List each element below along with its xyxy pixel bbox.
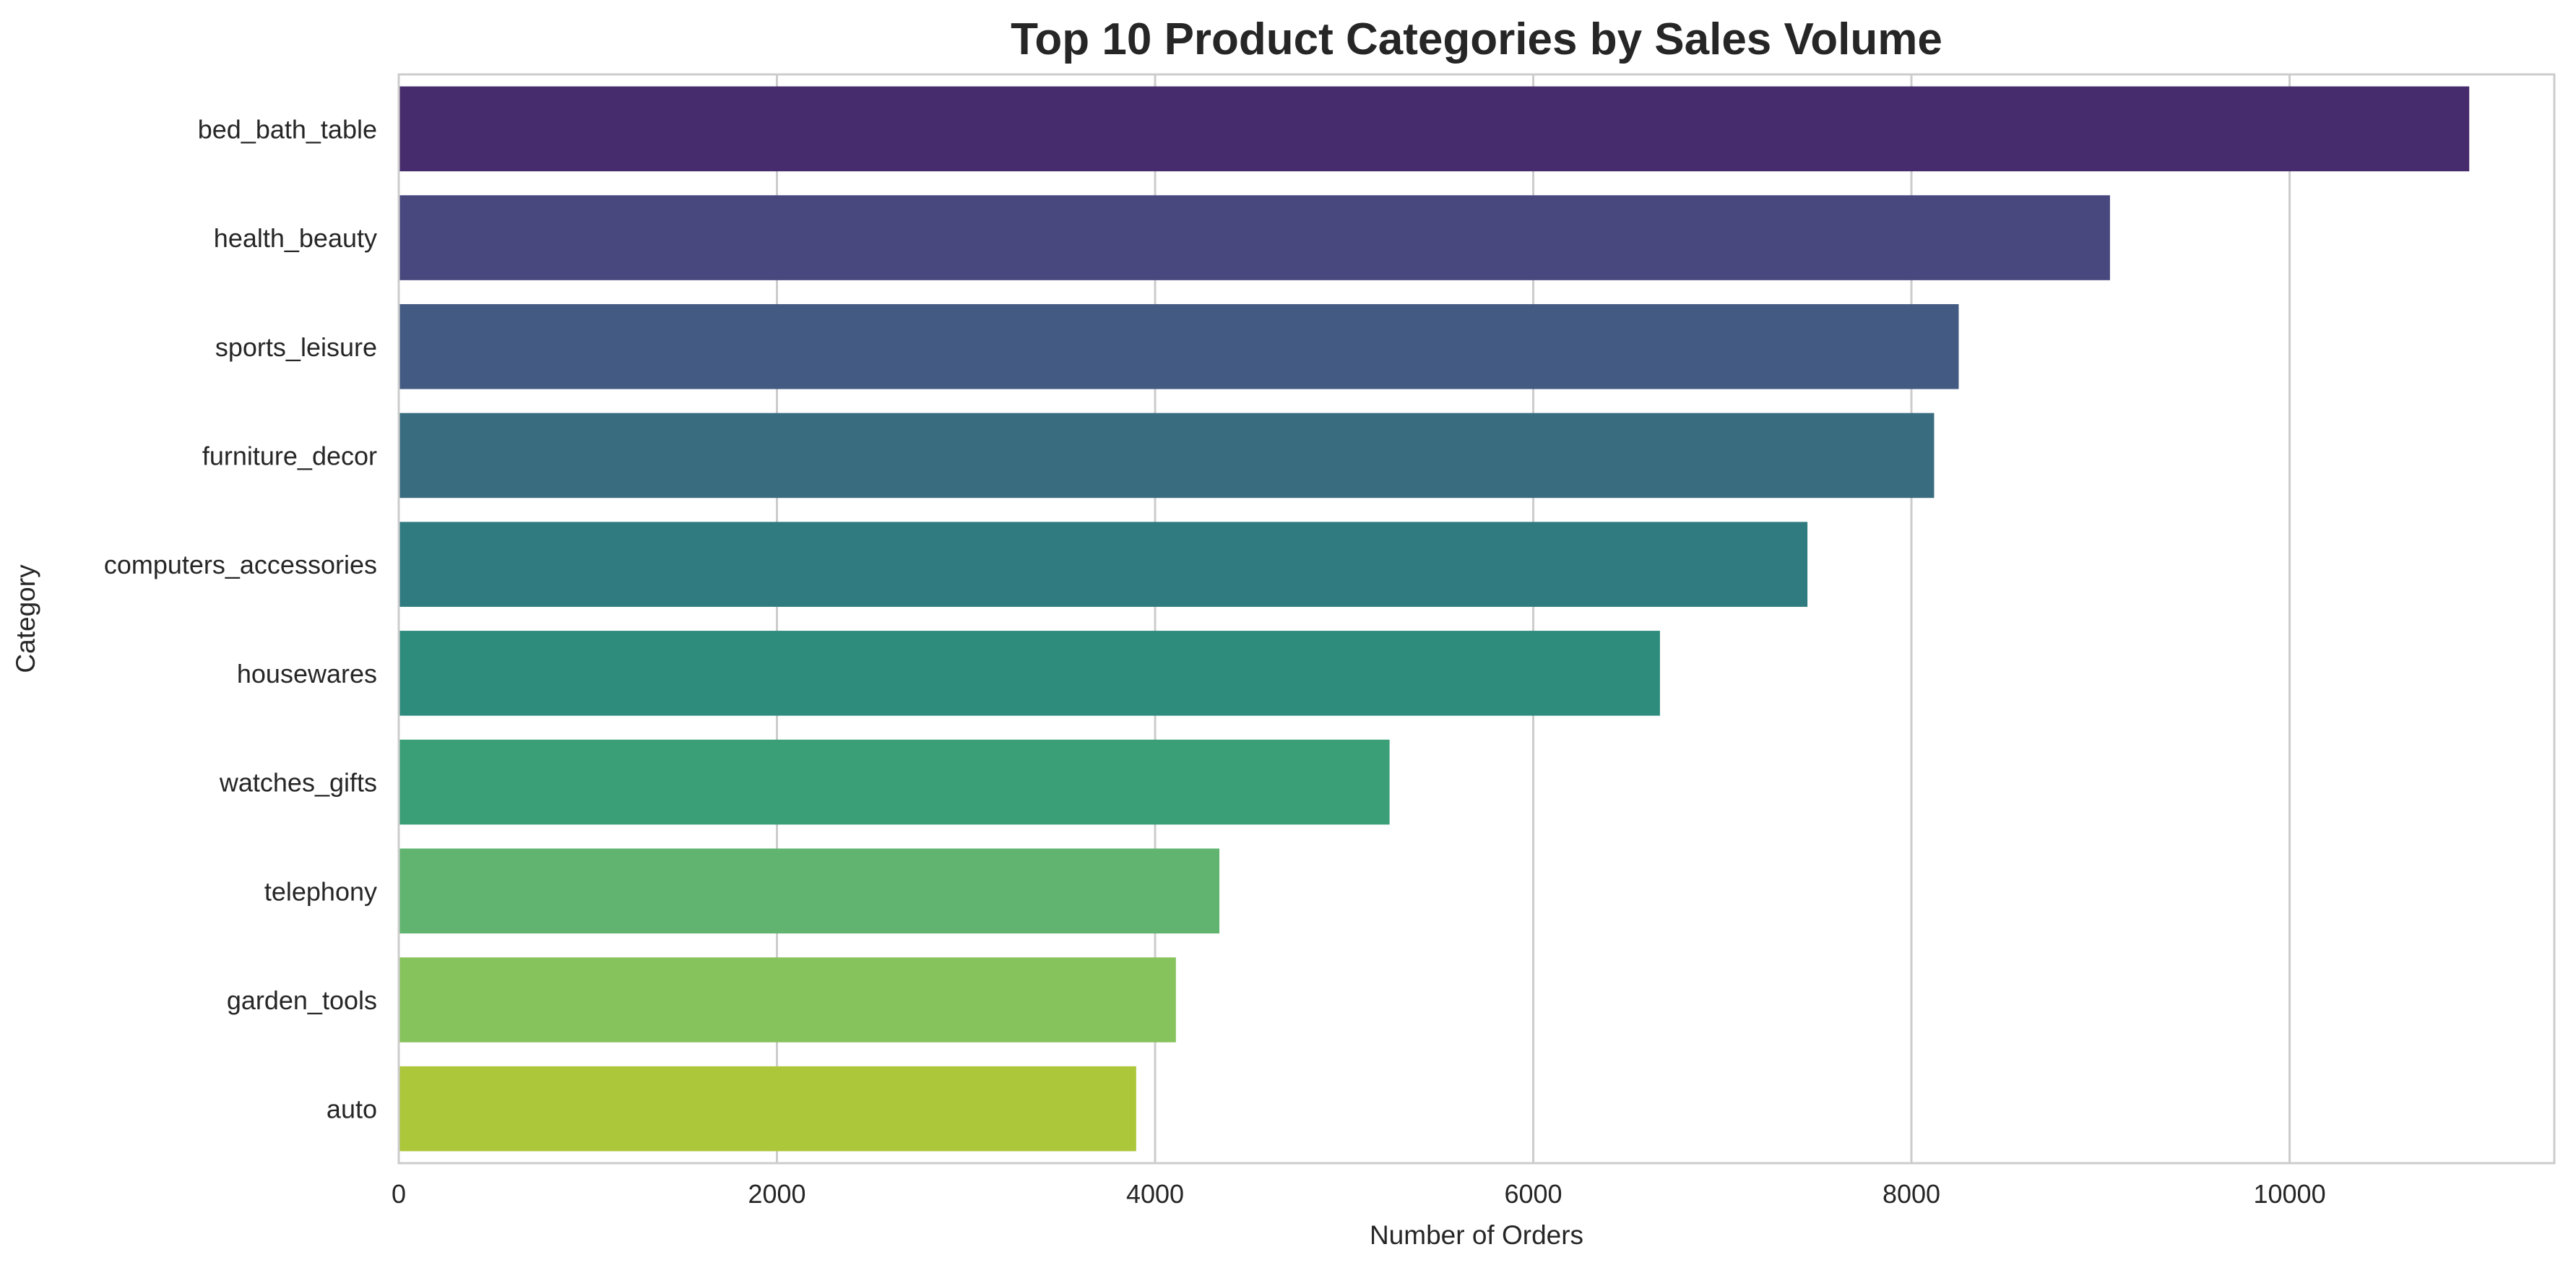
y-tick-label: sports_leisure — [215, 332, 377, 362]
y-tick-labels: bed_bath_table health_beauty sports_leisur… — [104, 114, 377, 1123]
bar-telephony — [399, 848, 1220, 934]
bars — [399, 86, 2470, 1152]
chart-title: Top 10 Product Categories by Sales Volum… — [1011, 14, 1942, 64]
bar-watches-gifts — [399, 739, 1390, 825]
bar-health-beauty — [399, 195, 2110, 280]
y-tick-label: bed_bath_table — [198, 114, 377, 144]
x-tick-label: 10000 — [2253, 1179, 2325, 1209]
y-axis-label: Category — [11, 564, 40, 673]
y-tick-label: garden_tools — [227, 985, 377, 1015]
y-tick-label: telephony — [264, 876, 377, 906]
x-tick-label: 2000 — [748, 1179, 805, 1209]
x-tick-label: 8000 — [1883, 1179, 1940, 1209]
x-tick-label: 4000 — [1126, 1179, 1184, 1209]
x-tick-labels: 0 2000 4000 6000 8000 10000 — [392, 1179, 2326, 1209]
bar-bed-bath-table — [399, 86, 2470, 172]
y-tick-label: auto — [327, 1095, 377, 1124]
bar-furniture-decor — [399, 413, 1935, 499]
plot-frame — [397, 73, 2556, 1165]
x-tick-label: 6000 — [1504, 1179, 1562, 1209]
y-tick-label: housewares — [237, 659, 377, 689]
y-tick-label: furniture_decor — [202, 441, 377, 470]
x-tick-label: 0 — [392, 1179, 406, 1209]
x-axis-label: Number of Orders — [1370, 1220, 1583, 1250]
bar-garden-tools — [399, 957, 1176, 1043]
bar-housewares — [399, 631, 1660, 716]
y-tick-label: watches_gifts — [219, 768, 377, 798]
y-tick-label: health_beauty — [214, 223, 377, 253]
y-tick-label: computers_accessories — [104, 550, 377, 579]
bar-sports-leisure — [399, 303, 1959, 389]
bar-computers-accessories — [399, 522, 1808, 607]
bar-auto — [399, 1066, 1136, 1152]
